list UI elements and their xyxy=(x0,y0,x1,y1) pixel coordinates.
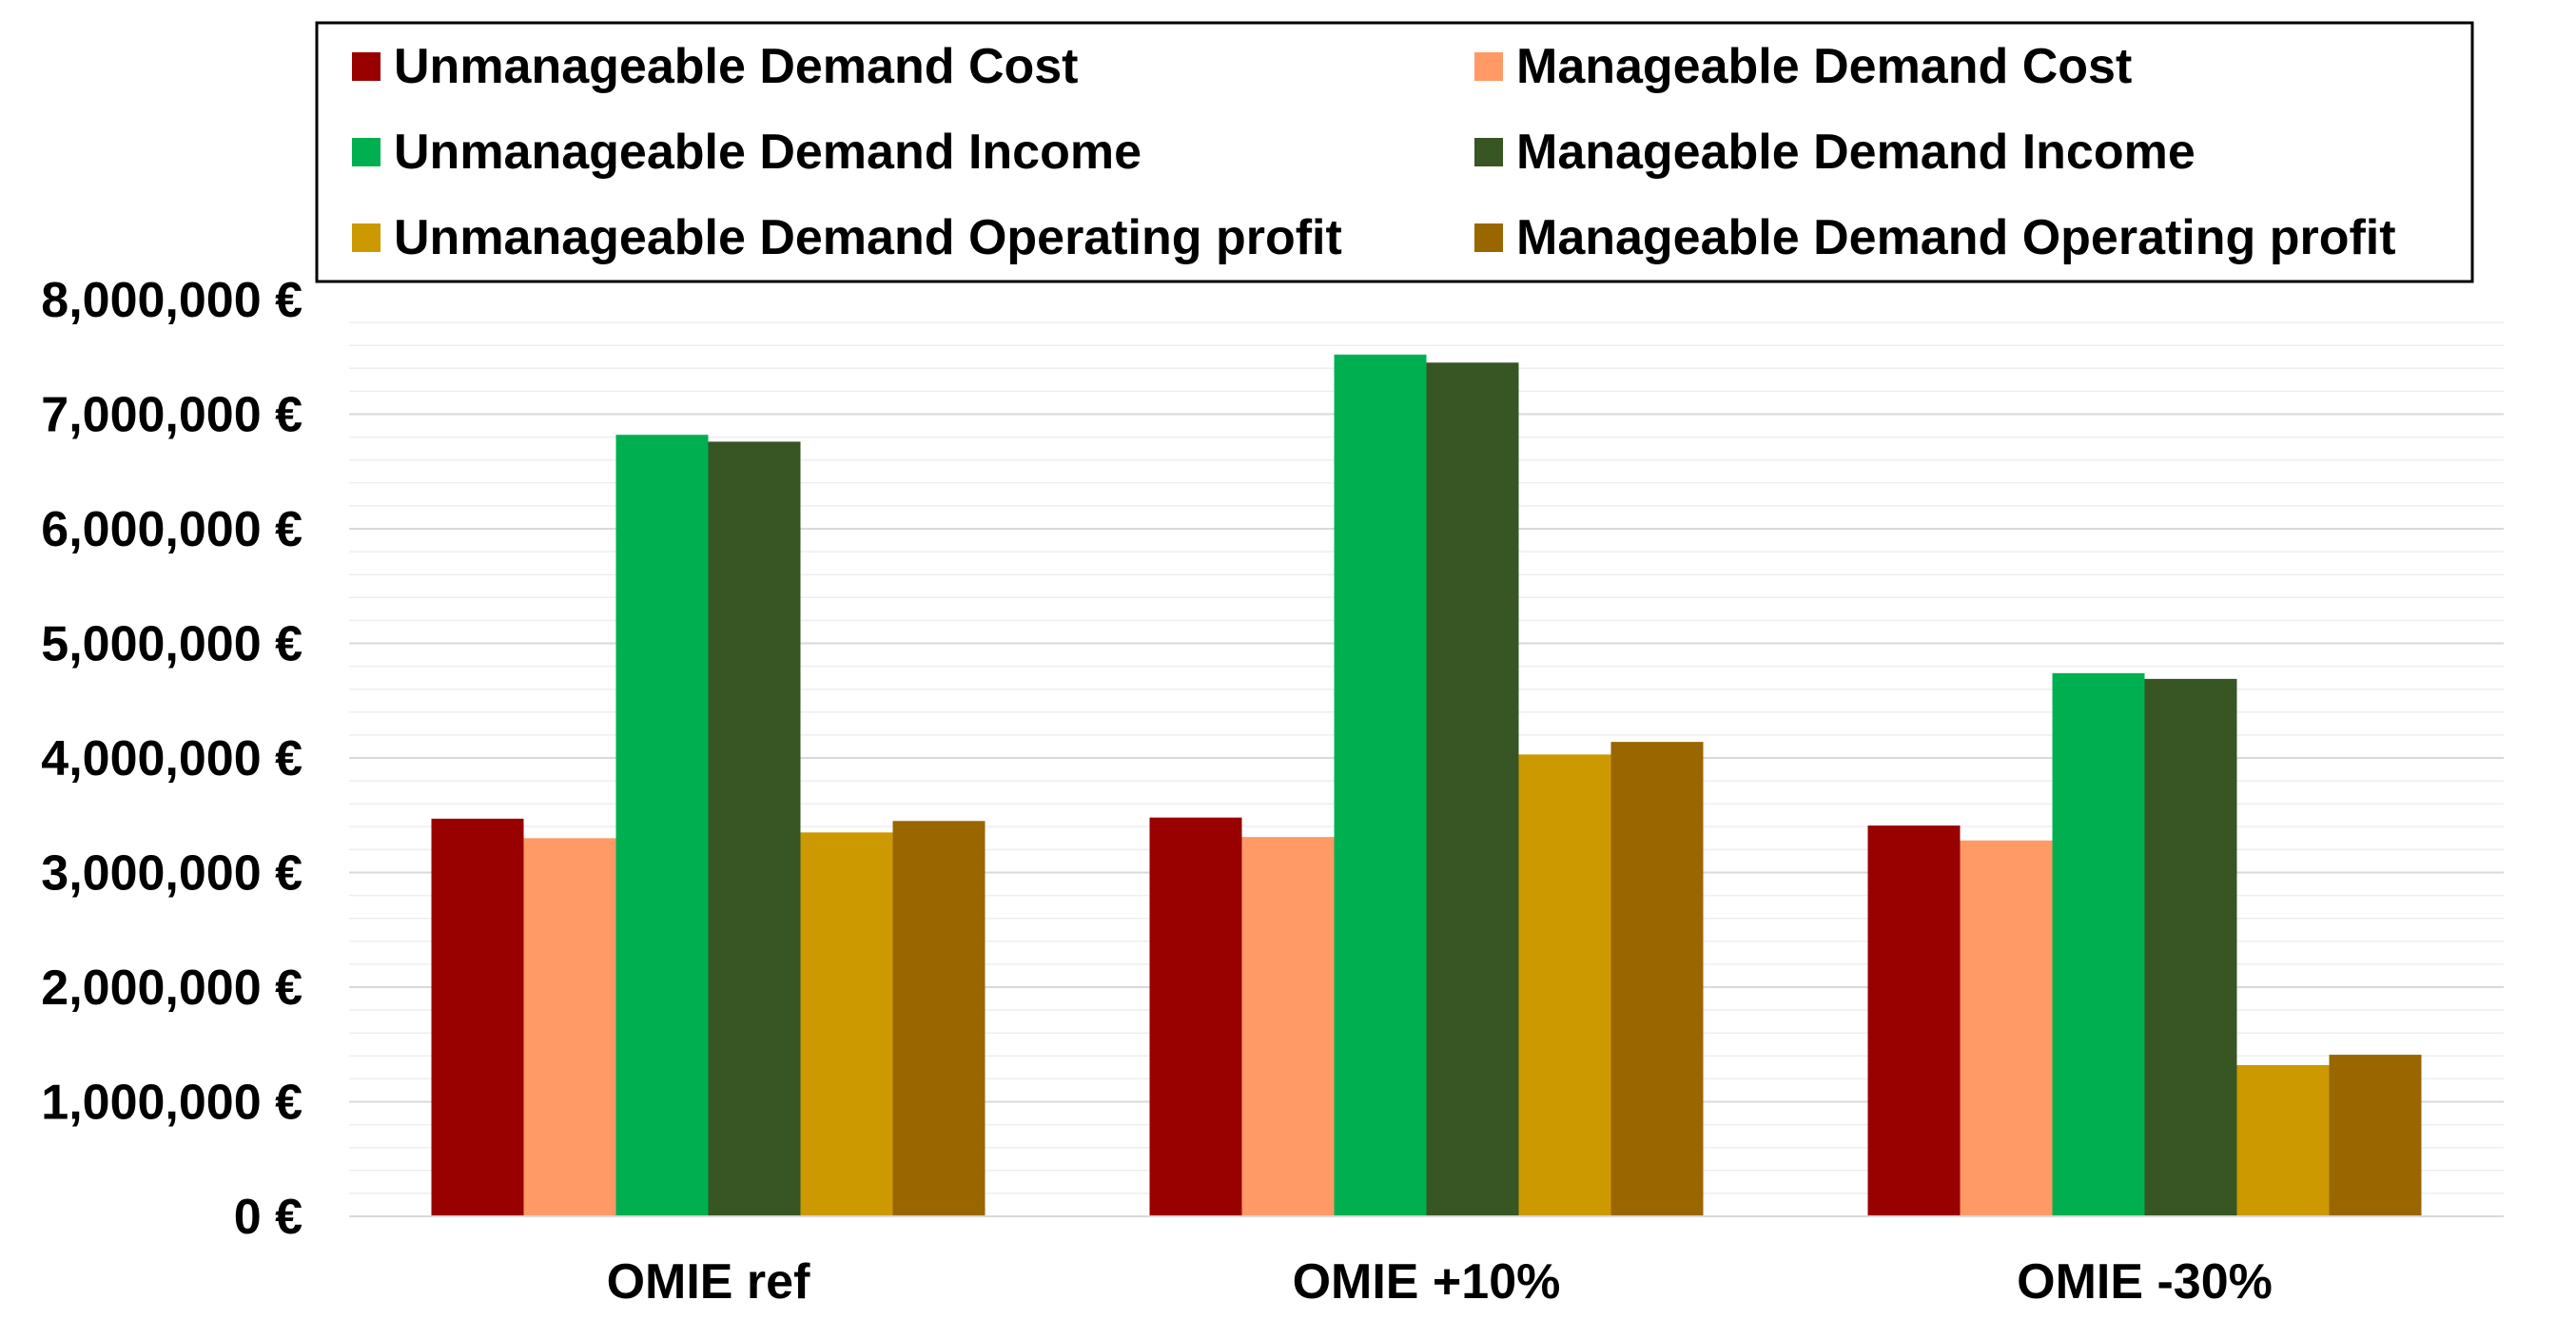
bar-unmanageable-demand-operating-profit-2 xyxy=(1518,754,1611,1216)
legend-swatch-manageable-demand-cost xyxy=(1474,52,1503,81)
x-tick-label: OMIE +10% xyxy=(1293,1254,1561,1310)
legend-label-manageable-demand-cost: Manageable Demand Cost xyxy=(1516,39,2132,94)
y-tick-label: 2,000,000 € xyxy=(41,961,302,1016)
x-tick-label: OMIE -30% xyxy=(2017,1254,2273,1310)
bar-unmanageable-demand-cost-3 xyxy=(1867,825,1961,1216)
y-tick-label: 6,000,000 € xyxy=(41,502,302,557)
y-tick-label: 0 € xyxy=(234,1190,302,1245)
bar-manageable-demand-income-1 xyxy=(708,441,801,1216)
legend-swatch-unmanageable-demand-operating-profit xyxy=(352,223,381,252)
y-tick-label: 4,000,000 € xyxy=(41,731,302,786)
legend-label-manageable-demand-income: Manageable Demand Income xyxy=(1516,125,2195,180)
legend-label-unmanageable-demand-income: Unmanageable Demand Income xyxy=(394,125,1142,180)
bars xyxy=(431,354,2422,1217)
bar-unmanageable-demand-cost-1 xyxy=(431,818,524,1216)
legend-label-manageable-demand-operating-profit: Manageable Demand Operating profit xyxy=(1516,210,2396,265)
bar-manageable-demand-operating-profit-3 xyxy=(2329,1055,2422,1216)
bar-manageable-demand-income-2 xyxy=(1426,362,1519,1216)
y-tick-label: 1,000,000 € xyxy=(41,1076,302,1131)
bar-unmanageable-demand-operating-profit-3 xyxy=(2236,1064,2330,1216)
bar-unmanageable-demand-operating-profit-1 xyxy=(800,832,893,1216)
legend-label-unmanageable-demand-operating-profit: Unmanageable Demand Operating profit xyxy=(394,210,1342,265)
y-tick-label: 8,000,000 € xyxy=(41,273,302,328)
legend-swatch-unmanageable-demand-cost xyxy=(352,52,381,81)
bar-manageable-demand-income-3 xyxy=(2144,678,2237,1216)
legend-swatch-manageable-demand-income xyxy=(1474,138,1503,166)
y-tick-label: 7,000,000 € xyxy=(41,388,302,443)
axes: OMIE ref OMIE +10% OMIE -30% 0 € 1,000,000 €… xyxy=(41,273,2504,1310)
bar-manageable-demand-operating-profit-1 xyxy=(892,821,986,1216)
bar-manageable-demand-operating-profit-2 xyxy=(1610,742,1704,1216)
legend-label-unmanageable-demand-cost: Unmanageable Demand Cost xyxy=(394,39,1079,94)
bar-manageable-demand-cost-2 xyxy=(1241,837,1335,1216)
bar-unmanageable-demand-cost-2 xyxy=(1149,817,1242,1216)
bar-unmanageable-demand-income-3 xyxy=(2052,672,2145,1216)
bar-manageable-demand-cost-3 xyxy=(1960,840,2053,1216)
x-tick-label: OMIE ref xyxy=(607,1254,810,1310)
bar-unmanageable-demand-income-2 xyxy=(1334,354,1427,1217)
legend-swatch-unmanageable-demand-income xyxy=(352,138,381,166)
bar-manageable-demand-cost-1 xyxy=(523,838,616,1216)
y-tick-label: 3,000,000 € xyxy=(41,846,302,902)
legend: Unmanageable Demand Cost Manageable Deman… xyxy=(315,21,2474,283)
y-tick-label: 5,000,000 € xyxy=(41,617,302,672)
legend-swatch-manageable-demand-operating-profit xyxy=(1474,223,1503,252)
legend-box xyxy=(315,21,2474,283)
bar-unmanageable-demand-income-1 xyxy=(615,435,709,1216)
